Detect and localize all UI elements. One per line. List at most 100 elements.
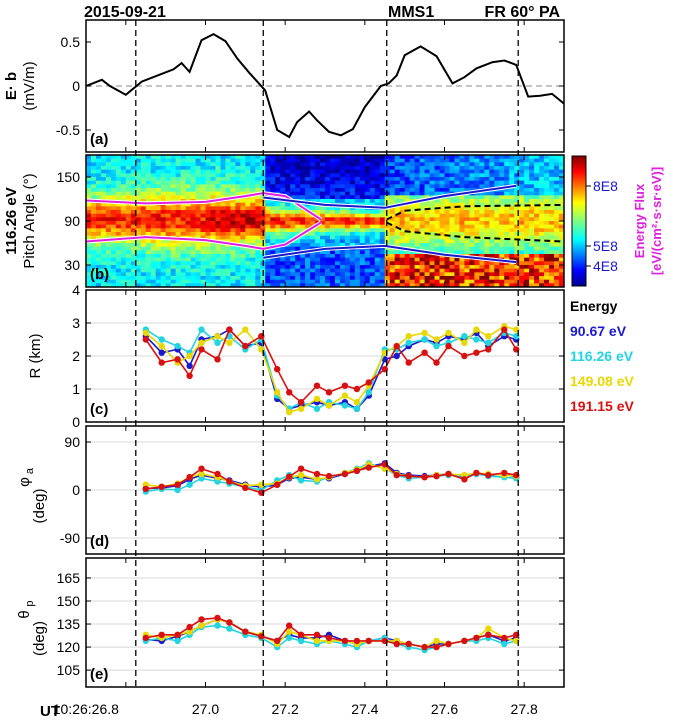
heatmap-cell <box>205 158 211 163</box>
heatmap-cell <box>275 239 281 244</box>
heatmap-cell <box>334 191 341 196</box>
heatmap-cell <box>150 272 157 277</box>
heatmap-cell <box>305 254 311 259</box>
heatmap-cell <box>499 206 505 211</box>
heatmap-cell <box>305 206 311 211</box>
heatmap-cell <box>175 261 182 266</box>
heatmap-cell <box>559 173 564 178</box>
heatmap-cell <box>374 232 381 237</box>
heatmap-cell <box>130 177 137 182</box>
heatmap-cell <box>524 177 530 182</box>
heatmap-cell <box>469 162 475 167</box>
contour-magenta <box>85 221 322 250</box>
heatmap-cell <box>105 155 112 160</box>
heatmap-cell <box>325 184 331 189</box>
heatmap-cell <box>175 158 182 163</box>
heatmap-cell <box>544 210 550 215</box>
heatmap-cell <box>140 232 147 237</box>
heatmap-cell <box>115 155 122 160</box>
heatmap-cell <box>369 162 376 167</box>
heatmap-cell <box>429 232 435 237</box>
heatmap-cell <box>155 155 162 160</box>
heatmap-cell <box>270 261 276 266</box>
heatmap-cell <box>150 177 157 182</box>
heatmap-cell <box>230 210 236 215</box>
heatmap-cell <box>265 158 271 163</box>
heatmap-cell <box>499 276 505 281</box>
heatmap-cell <box>554 257 560 262</box>
heatmap-cell <box>334 213 341 218</box>
heatmap-cell <box>329 162 336 167</box>
heatmap-cell <box>479 206 485 211</box>
heatmap-cell <box>479 162 485 167</box>
heatmap-cell <box>285 268 291 273</box>
heatmap-cell <box>384 202 391 207</box>
heatmap-cell <box>374 169 381 174</box>
heatmap-cell <box>349 228 356 233</box>
data-point <box>421 329 428 337</box>
series-line <box>145 463 517 494</box>
heatmap-cell <box>529 272 535 277</box>
heatmap-cell <box>135 206 142 211</box>
heatmap-cell <box>529 243 535 248</box>
heatmap-cell <box>190 206 196 211</box>
heatmap-cell <box>464 265 470 270</box>
heatmap-cell <box>115 272 122 277</box>
heatmap-cell <box>320 180 326 185</box>
data-point <box>242 326 249 333</box>
heatmap-cell <box>554 155 560 160</box>
heatmap-cell <box>479 221 485 226</box>
heatmap-cell <box>359 199 366 204</box>
heatmap-cell <box>394 184 401 189</box>
heatmap-cell <box>524 239 530 244</box>
heatmap-cell <box>160 173 167 178</box>
heatmap-cell <box>489 250 495 255</box>
heatmap-cell <box>459 213 465 218</box>
heatmap-cell <box>140 224 147 229</box>
heatmap-cell <box>195 235 201 240</box>
heatmap-cell <box>285 246 291 251</box>
heatmap-cell <box>364 239 371 244</box>
y-axis-label-sub: p <box>24 600 36 606</box>
heatmap-cell <box>86 235 92 240</box>
heatmap-cell <box>519 265 525 270</box>
heatmap-cell <box>539 202 545 207</box>
heatmap-cell <box>225 202 231 207</box>
heatmap-cell <box>235 177 241 182</box>
heatmap-cell <box>145 268 152 273</box>
heatmap-cell <box>424 257 430 262</box>
heatmap-cell <box>295 169 301 174</box>
heatmap-cell <box>175 180 182 185</box>
heatmap-cell <box>115 188 122 193</box>
heatmap-cell <box>125 228 132 233</box>
heatmap-cell <box>295 228 301 233</box>
heatmap-cell <box>155 206 162 211</box>
heatmap-cell <box>509 217 515 222</box>
heatmap-cell <box>399 206 406 211</box>
heatmap-cell <box>190 213 196 218</box>
heatmap-cell <box>524 257 530 262</box>
heatmap-cell <box>504 221 510 226</box>
heatmap-cell <box>290 158 296 163</box>
heatmap-cell <box>359 232 366 237</box>
data-point <box>405 333 412 340</box>
heatmap-cell <box>454 158 460 163</box>
heatmap-cell <box>250 202 256 207</box>
data-point <box>445 640 452 648</box>
heatmap-cell <box>364 257 371 262</box>
heatmap-cell <box>275 210 281 215</box>
heatmap-cell <box>230 224 236 229</box>
heatmap-cell <box>339 155 346 160</box>
heatmap-cell <box>115 213 122 218</box>
heatmap-cell <box>334 158 341 163</box>
heatmap-cell <box>554 276 560 281</box>
heatmap-cell <box>105 169 112 174</box>
heatmap-cell <box>125 155 132 160</box>
heatmap-cell <box>384 279 391 284</box>
heatmap-cell <box>140 195 147 200</box>
heatmap-cell <box>200 246 206 251</box>
heatmap-cell <box>165 246 172 251</box>
heatmap-cell <box>389 254 396 259</box>
heatmap-cell <box>394 217 401 222</box>
heatmap-cell <box>280 213 286 218</box>
